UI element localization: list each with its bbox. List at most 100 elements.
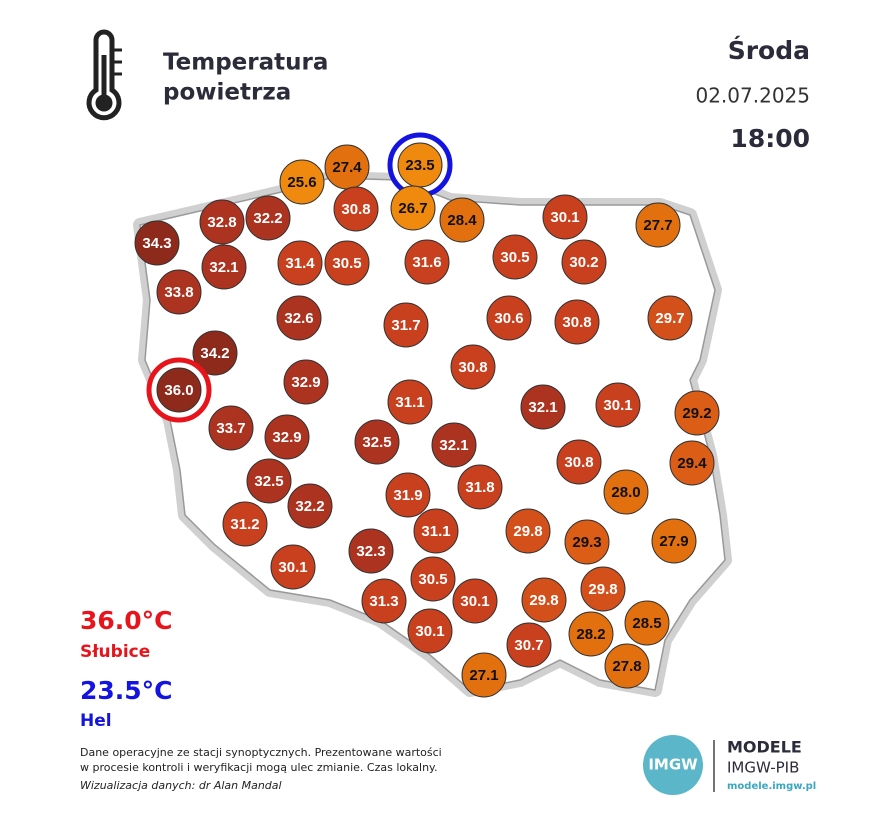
station: 27.7 [635,202,681,248]
station-value: 31.1 [395,394,424,411]
station-marker [348,528,394,574]
station: 32.5 [354,419,400,465]
footer-note: w procesie kontroli i weryfikacji mogą u… [80,761,438,774]
max-station: Słubice [80,642,150,662]
station-marker [580,566,626,612]
footer-credit: Wizualizacja danych: dr Alan Mandal [80,779,282,792]
station-marker [222,501,268,547]
station-value: 23.5 [405,157,434,174]
station-value: 32.5 [362,434,391,451]
logo-title: MODELE [727,738,802,757]
station-value: 31.4 [285,255,315,272]
station-value: 30.1 [603,397,632,414]
station: 36.0 [146,357,212,423]
station-value: 29.2 [682,405,711,422]
station-value: 29.8 [588,581,617,598]
station: 30.8 [554,299,600,345]
day: Środa [728,35,810,65]
station-value: 32.1 [209,259,238,276]
station: 30.1 [270,544,316,590]
station-marker [413,508,459,554]
station-value: 31.8 [465,479,494,496]
station: 27.1 [461,652,507,698]
station: 32.8 [199,199,245,245]
station: 30.6 [486,295,532,341]
station-marker [457,464,503,510]
station: 31.1 [387,379,433,425]
station-value: 30.7 [514,637,543,654]
station: 32.6 [276,295,322,341]
station-marker [287,483,333,529]
station-value: 30.5 [332,255,361,272]
station: 32.9 [264,414,310,460]
station: 25.6 [279,159,325,205]
station-marker [383,302,429,348]
station: 33.8 [156,269,202,315]
station: 32.9 [283,359,329,405]
time: 18:00 [730,124,810,153]
station-marker [603,469,649,515]
station-value: 32.6 [284,310,313,327]
station-marker [506,622,552,668]
station-marker [554,299,600,345]
station-value: 31.9 [393,487,422,504]
station: 30.5 [324,240,370,286]
station-marker [604,643,650,689]
station-marker [669,440,715,486]
station-value: 30.1 [415,623,444,640]
station: 32.2 [245,195,291,241]
logo-badge-text: IMGW [648,756,698,774]
station-marker [542,194,588,240]
station-marker [279,159,325,205]
station: 27.4 [324,144,370,190]
station-value: 32.3 [356,543,385,560]
station-value: 32.9 [272,429,301,446]
station-marker [431,422,477,468]
title: Temperatura [163,50,328,76]
station: 32.5 [246,458,292,504]
station-marker [276,295,322,341]
station-marker [324,240,370,286]
station: 27.9 [651,518,697,564]
station-marker [134,220,180,266]
station-value: 27.4 [332,159,362,176]
station: 32.3 [348,528,394,574]
station-value: 31.3 [369,593,398,610]
station-marker [624,600,670,646]
station: 31.1 [413,508,459,554]
station-value: 33.8 [164,284,193,301]
station: 29.8 [580,566,626,612]
station-value: 30.1 [460,593,489,610]
station-value: 30.2 [569,254,598,271]
station-marker [283,359,329,405]
station-marker [486,295,532,341]
station: 31.7 [383,302,429,348]
station-value: 32.2 [253,210,282,227]
station: 32.1 [201,244,247,290]
station-marker [264,414,310,460]
station-marker [199,199,245,245]
station: 23.5 [387,132,453,198]
station-marker [277,240,323,286]
station-value: 26.7 [398,200,427,217]
station-value: 30.8 [564,454,593,471]
station-marker [246,458,292,504]
station-value: 32.9 [291,374,320,391]
station-value: 30.1 [278,559,307,576]
station-value: 27.9 [659,533,688,550]
station-marker [450,344,496,390]
station: 31.6 [404,239,450,285]
station-marker [385,472,431,518]
station: 31.3 [361,578,407,624]
station: 30.1 [595,382,641,428]
station-marker [208,405,254,451]
station-value: 29.8 [513,523,542,540]
max-value: 36.0°C [80,606,173,635]
logo-badge [643,735,703,795]
station-value: 29.3 [572,534,601,551]
station-value: 34.3 [142,235,171,252]
station-marker [452,578,498,624]
station-value: 25.6 [287,174,316,191]
station: 30.2 [561,239,607,285]
station-value: 32.8 [207,214,236,231]
